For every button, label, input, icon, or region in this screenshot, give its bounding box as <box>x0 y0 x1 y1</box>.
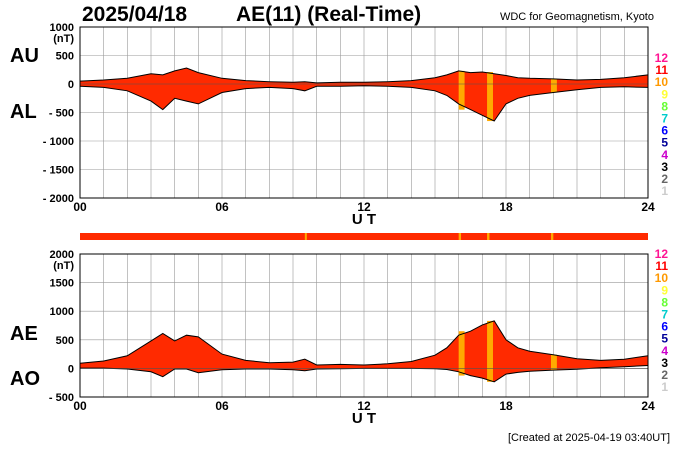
y-tick-label: 2000 <box>50 249 74 261</box>
station-count-label: 6 <box>661 320 668 334</box>
created-timestamp: [Created at 2025-04-19 03:40UT] <box>507 432 670 444</box>
station-count-label: 10 <box>655 271 669 285</box>
station-count-label: 2 <box>661 368 668 382</box>
station-band-highlight <box>550 233 554 240</box>
x-tick-label: 06 <box>215 399 229 413</box>
y-tick-label: 500 <box>56 335 74 347</box>
plot-title: AE(11) (Real-Time) <box>236 3 422 26</box>
plot-frame <box>79 26 649 199</box>
y-tick-label: 0 <box>68 79 74 91</box>
station-count-label: 1 <box>661 184 668 198</box>
station-count-label: 3 <box>661 160 668 174</box>
y-tick-label: - 500 <box>49 392 74 404</box>
highlight-band <box>550 354 557 371</box>
upper-chart-au-al: 1000 500 0 - 500 - 1000 - 1500 - 2000 (nT) 00 06 1… <box>10 22 655 228</box>
station-count-label: 4 <box>661 148 668 162</box>
highlight-band <box>550 78 557 93</box>
station-count-label: 6 <box>661 124 668 138</box>
highlight-band <box>458 331 465 376</box>
series-label-au: AU <box>10 45 39 67</box>
data-area-fill <box>80 68 648 121</box>
x-axis-label: U T <box>352 211 376 228</box>
y-tick-label: - 1500 <box>43 165 74 177</box>
series-label-ao: AO <box>10 368 40 390</box>
x-tick-label: 12 <box>357 399 371 413</box>
station-count-label: 9 <box>661 87 668 101</box>
station-count-label: 7 <box>661 112 668 126</box>
station-count-label: 8 <box>661 99 668 113</box>
series-line-ae <box>79 320 649 366</box>
station-count-label: 3 <box>661 356 668 370</box>
station-count-label: 7 <box>661 308 668 322</box>
series-line-au <box>79 67 649 84</box>
x-axis-label: U T <box>352 410 376 427</box>
station-band-highlight <box>304 233 307 240</box>
station-count-label: 12 <box>655 247 669 261</box>
series-label-al: AL <box>10 101 37 123</box>
station-count-label: 11 <box>655 259 668 273</box>
station-count-label: 2 <box>661 172 668 186</box>
x-tick-label: 00 <box>73 399 87 413</box>
highlight-band <box>487 72 493 122</box>
y-tick-label: - 500 <box>49 108 74 120</box>
station-count-label: 12 <box>655 51 669 65</box>
y-unit-label: (nT) <box>53 260 74 272</box>
y-tick-label: 500 <box>56 51 74 63</box>
station-count-label: 11 <box>655 63 668 77</box>
station-count-label: 4 <box>661 344 668 358</box>
station-count-label: 5 <box>661 332 668 346</box>
y-tick-label: 1000 <box>50 22 74 34</box>
station-count-label: 8 <box>661 295 668 309</box>
y-tick-label: - 2000 <box>43 193 74 205</box>
station-count-label: 5 <box>661 136 668 150</box>
series-label-ae: AE <box>10 323 38 345</box>
plot-frame <box>79 253 649 398</box>
lower-chart-ae-ao: 2000 1500 1000 500 0 - 500 (nT) 00 06 12 18 24 U T AE… <box>10 249 655 427</box>
x-tick-label: 18 <box>499 399 513 413</box>
x-tick-label: 06 <box>215 200 229 214</box>
data-source: WDC for Geomagnetism, Kyoto <box>499 11 654 23</box>
x-tick-label: 00 <box>73 200 87 214</box>
data-area-fill <box>80 320 648 382</box>
y-tick-label: 0 <box>68 363 74 375</box>
station-band-fill <box>80 233 648 240</box>
x-tick-label: 24 <box>641 399 655 413</box>
highlight-band <box>458 70 465 110</box>
x-tick-label: 12 <box>357 200 371 214</box>
station-count-label: 1 <box>661 380 668 394</box>
highlight-band <box>487 320 493 382</box>
y-tick-label: 1500 <box>50 278 74 290</box>
station-band-highlight <box>487 233 490 240</box>
plot-date: 2025/04/18 <box>82 3 188 26</box>
y-unit-label: (nT) <box>53 33 74 45</box>
station-count-label: 9 <box>661 283 668 297</box>
y-tick-label: 1000 <box>50 306 74 318</box>
series-line-al <box>79 85 649 122</box>
station-band-highlight <box>458 233 462 240</box>
x-tick-label: 18 <box>499 200 513 214</box>
station-count-label: 10 <box>655 75 669 89</box>
station-count-band <box>80 233 648 240</box>
x-tick-label: 24 <box>641 200 655 214</box>
y-tick-label: - 1000 <box>43 136 74 148</box>
